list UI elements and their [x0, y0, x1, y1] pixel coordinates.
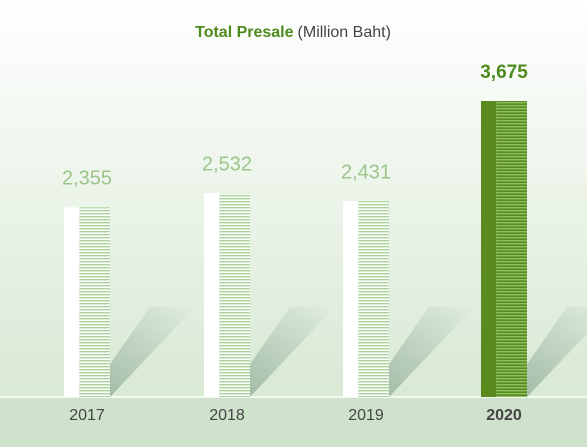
- bar: [481, 101, 527, 397]
- bar: [343, 201, 389, 397]
- value-label: 2,431: [341, 161, 391, 183]
- bar-shadow: [366, 307, 474, 397]
- value-label: 3,675: [480, 62, 528, 83]
- bar: [64, 207, 110, 397]
- chart-title: Total Presale (Million Baht): [195, 24, 391, 41]
- bar-shadow: [87, 307, 195, 397]
- bar: [204, 193, 250, 397]
- title: Total Presale: [195, 24, 294, 41]
- x-tick-label: 2018: [209, 407, 245, 424]
- value-label: 2,355: [62, 168, 112, 190]
- bar-shadow: [227, 307, 335, 397]
- x-tick-label: 2017: [69, 407, 105, 424]
- x-tick-label: 2019: [348, 407, 384, 424]
- value-label: 2,532: [202, 153, 252, 175]
- subtitle: (Million Baht): [298, 24, 391, 41]
- x-tick-label: 2020: [486, 407, 522, 424]
- axis-band: [0, 397, 587, 447]
